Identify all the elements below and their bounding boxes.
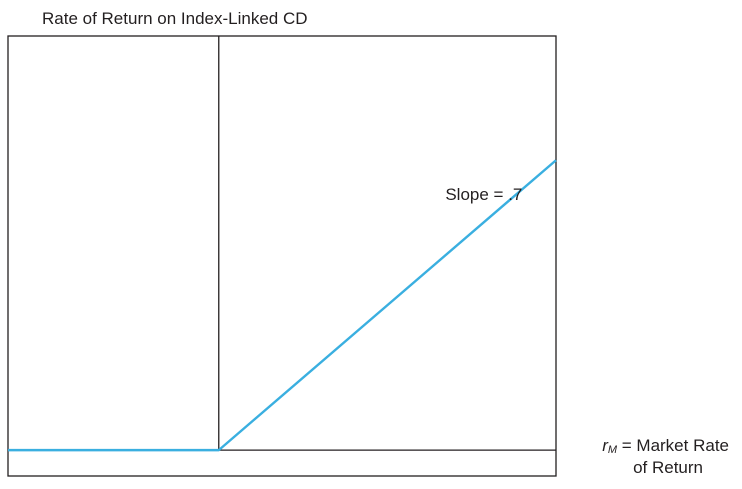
x-axis-label-symbol: r [602, 436, 609, 455]
x-axis-label-subscript: M [608, 444, 618, 456]
x-axis-label-line2: of Return [633, 458, 703, 477]
slope-annotation: Slope = .7 [445, 185, 522, 204]
chart-title: Rate of Return on Index-Linked CD [42, 9, 308, 28]
plot-frame [7, 35, 557, 477]
series-line-0 [8, 159, 557, 452]
series-layer [8, 159, 557, 452]
x-axis-label-text: = Market Rate [617, 436, 729, 455]
x-axis-label: rM = Market Rate [602, 436, 729, 456]
